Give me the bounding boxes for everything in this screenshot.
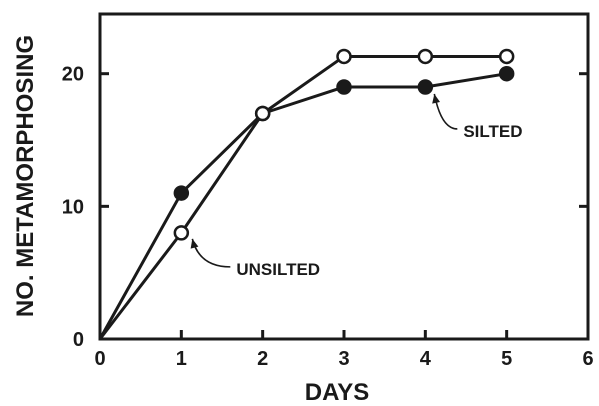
x-tick-label: 0 bbox=[94, 348, 105, 370]
x-tick-label: 5 bbox=[501, 348, 512, 370]
series-layer bbox=[98, 48, 515, 340]
data-point-unsilted bbox=[498, 48, 515, 65]
data-point-silted bbox=[498, 65, 515, 82]
y-tick-label: 10 bbox=[62, 196, 84, 218]
tick-labels: 0 1 2 3 4 5 6 0 10 20 bbox=[62, 64, 594, 370]
y-axis-title: NO. METAMORPHOSING bbox=[12, 35, 39, 317]
data-point-silted bbox=[336, 79, 352, 95]
x-axis-title: DAYS bbox=[305, 379, 369, 406]
series-line-unsilted bbox=[98, 54, 507, 340]
x-tick-label: 3 bbox=[338, 348, 349, 370]
data-point-unsilted bbox=[254, 105, 271, 122]
series-line-silted bbox=[98, 72, 507, 340]
annotation-arrowhead-unsilted bbox=[190, 238, 199, 249]
data-point-unsilted bbox=[173, 225, 190, 241]
y-tick-label: 0 bbox=[73, 329, 84, 351]
annotation-arrow-unsilted bbox=[191, 238, 231, 268]
data-point-unsilted bbox=[336, 48, 352, 65]
x-tick-label: 1 bbox=[176, 348, 187, 370]
x-tick-label: 6 bbox=[582, 348, 593, 370]
data-point-unsilted bbox=[417, 48, 434, 65]
y-tick-label: 20 bbox=[62, 64, 84, 86]
annotation-arrowhead-silted bbox=[432, 93, 441, 104]
annotation-label-unsilted: UNSILTED bbox=[236, 260, 320, 279]
data-point-silted bbox=[173, 185, 190, 201]
annotation-layer: SILTED UNSILTED bbox=[190, 93, 523, 279]
x-tick-label: 2 bbox=[257, 348, 268, 370]
annotation-label-silted: SILTED bbox=[463, 122, 522, 141]
axis-ticks bbox=[98, 72, 590, 341]
data-point-silted bbox=[417, 79, 434, 95]
x-tick-label: 4 bbox=[420, 348, 432, 370]
